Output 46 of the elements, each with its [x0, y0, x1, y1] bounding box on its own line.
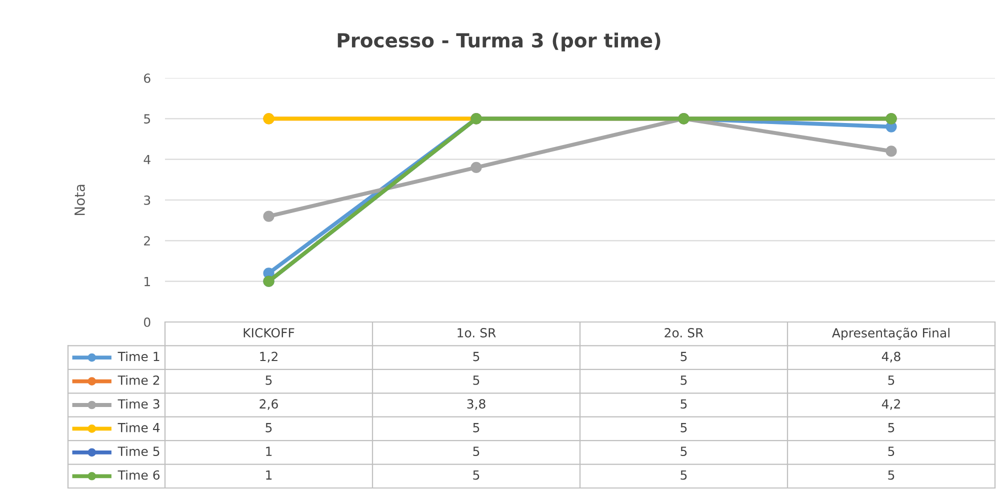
point — [263, 210, 274, 222]
data-label: 5 — [680, 470, 687, 480]
data-label: 5 — [888, 376, 894, 385]
x-tick-label: 1o. SR — [458, 328, 496, 338]
data-label: 5 — [888, 446, 894, 456]
legend-label: Time 3 — [118, 398, 160, 409]
point — [470, 162, 482, 174]
data-label: 5 — [473, 376, 480, 385]
data-label: 1 — [266, 446, 272, 456]
data-label: 5 — [473, 446, 480, 456]
y-tick-label: 5 — [144, 114, 150, 124]
legend-label: Time 4 — [118, 422, 160, 432]
x-tick-label: 2o. SR — [664, 328, 704, 338]
legend-label: Time 1 — [118, 352, 160, 362]
y-tick-label: 4 — [144, 154, 150, 164]
y-tick-label: 2 — [144, 236, 150, 246]
data-label: 1,2 — [260, 352, 278, 362]
data-label: 5 — [680, 446, 687, 456]
data-label: 5 — [680, 399, 687, 409]
data-label: 4,2 — [882, 399, 900, 410]
x-tick-label: KICKOFF — [244, 328, 294, 338]
y-tick-label: 3 — [144, 195, 150, 205]
data-label: 1 — [266, 470, 272, 480]
y-axis-title: Nota — [74, 184, 85, 216]
legend-label: Time 5 — [118, 446, 160, 456]
data-label: 3,8 — [467, 399, 486, 410]
data-label: 5 — [473, 470, 480, 480]
data-label: 5 — [473, 423, 480, 432]
y-tick-label: 6 — [144, 73, 150, 83]
data-label: 5 — [888, 423, 894, 432]
data-label: 5 — [266, 423, 272, 432]
x-tick-label: Apresentação Final — [832, 328, 950, 340]
data-label: 4,8 — [882, 352, 900, 362]
chart-title: Processo - Turma 3 (por time) — [338, 32, 660, 52]
data-label: 5 — [888, 470, 894, 480]
data-label: 5 — [680, 423, 687, 432]
y-tick-label: 0 — [144, 317, 150, 327]
data-label: 5 — [473, 352, 480, 362]
data-label: 5 — [266, 376, 272, 385]
data-label: 5 — [680, 376, 687, 385]
legend-label: Time 2 — [118, 375, 160, 385]
y-tick-label: 1 — [144, 276, 150, 286]
legend-label: Time 6 — [118, 470, 160, 480]
point — [886, 146, 897, 157]
data-label: 5 — [680, 352, 687, 362]
data-label: 2,6 — [260, 399, 278, 410]
